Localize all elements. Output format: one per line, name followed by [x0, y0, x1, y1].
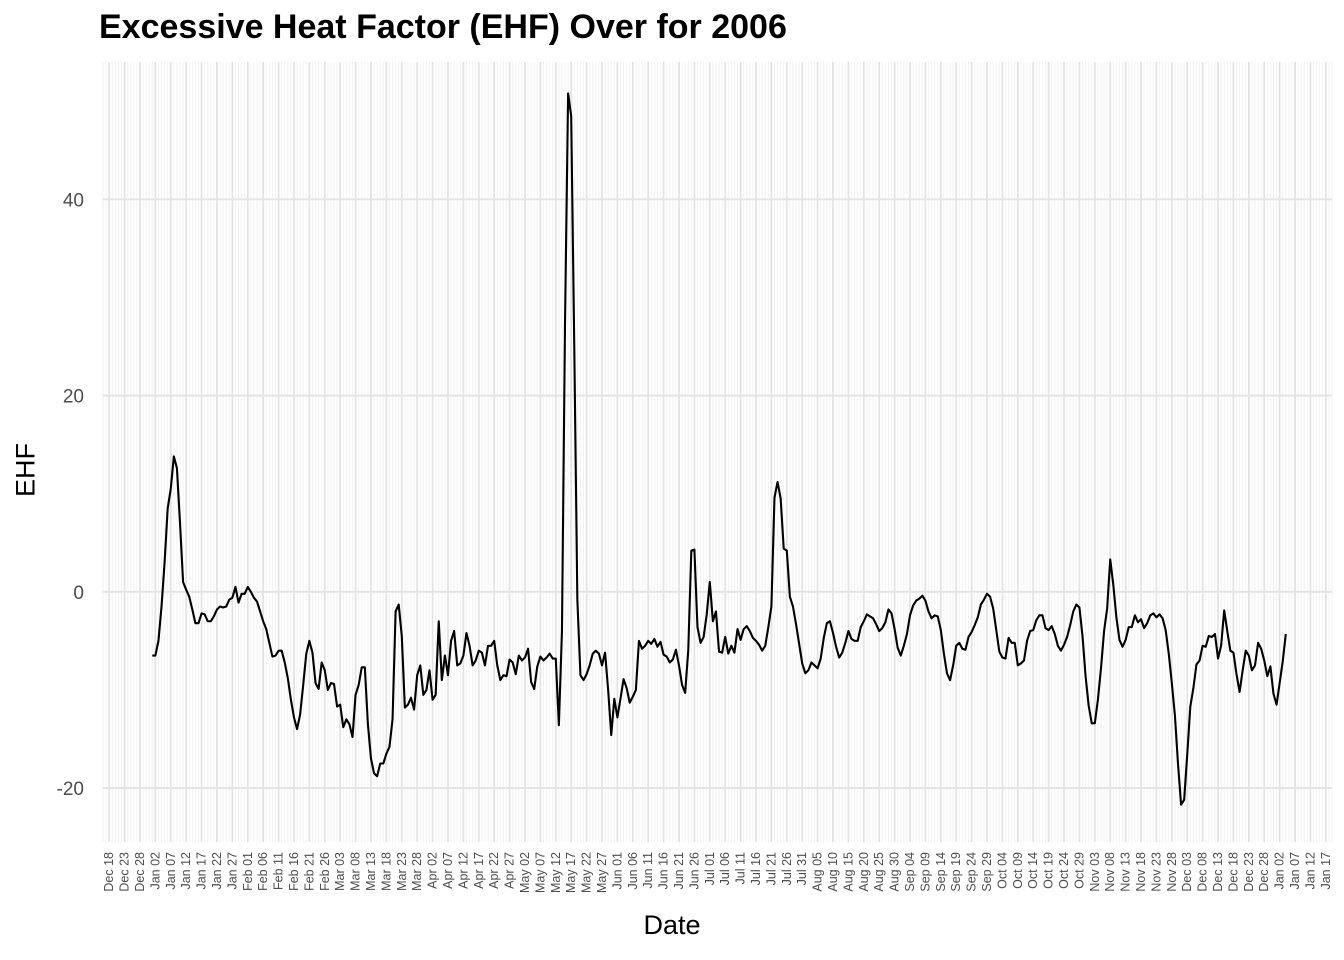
x-tick-label: Jul 16 — [749, 852, 763, 885]
x-tick-label: May 17 — [564, 852, 578, 893]
x-tick-label: Jul 31 — [795, 852, 809, 885]
x-tick-label: Dec 13 — [1211, 852, 1225, 892]
x-tick-label: Feb 21 — [302, 852, 316, 891]
x-tick-label: Jan 22 — [210, 852, 224, 890]
x-tick-label: Sep 19 — [949, 852, 963, 892]
x-tick-label: Nov 03 — [1088, 852, 1102, 892]
x-tick-label: Nov 23 — [1149, 852, 1163, 892]
x-tick-label: Jun 26 — [687, 852, 701, 890]
x-tick-label: Mar 08 — [349, 852, 363, 891]
x-tick-label: Dec 18 — [102, 852, 116, 892]
x-tick-label: Dec 23 — [118, 852, 132, 892]
x-tick-label: May 12 — [549, 852, 563, 893]
x-tick-label: May 27 — [595, 852, 609, 893]
ehf-series-line — [152, 92, 1287, 806]
x-tick-label: Jul 01 — [703, 852, 717, 885]
x-tick-label: Dec 28 — [1257, 852, 1271, 892]
x-tick-label: Mar 03 — [333, 852, 347, 891]
x-tick-label: Aug 25 — [872, 852, 886, 892]
x-tick-label: Oct 24 — [1057, 852, 1071, 889]
x-tick-label: Jul 06 — [718, 852, 732, 885]
x-tick-label: Oct 04 — [995, 852, 1009, 889]
x-tick-label: Aug 15 — [841, 852, 855, 892]
x-tick-label: Mar 28 — [410, 852, 424, 891]
x-tick-label: Feb 11 — [272, 852, 286, 890]
x-tick-label: Jun 16 — [657, 852, 671, 890]
x-tick-label: Jan 17 — [195, 852, 209, 890]
x-tick-label: Oct 29 — [1072, 852, 1086, 889]
x-tick-label: Apr 17 — [472, 852, 486, 889]
x-tick-label: May 22 — [580, 852, 594, 893]
x-tick-label: Dec 28 — [133, 852, 147, 892]
x-tick-label: Dec 18 — [1226, 852, 1240, 892]
x-tick-label: Apr 02 — [426, 852, 440, 889]
x-tick-label: Dec 08 — [1196, 852, 1210, 892]
x-tick-label: Apr 27 — [503, 852, 517, 889]
x-tick-label: Sep 09 — [918, 852, 932, 892]
x-tick-label: Dec 23 — [1242, 852, 1256, 892]
y-tick-label: -20 — [57, 779, 84, 800]
x-axis-title: Date — [643, 910, 701, 940]
x-tick-label: Jul 11 — [734, 852, 748, 884]
x-tick-label: Sep 04 — [903, 852, 917, 892]
x-tick-label: Nov 28 — [1165, 852, 1179, 892]
y-tick-label: 20 — [63, 387, 84, 408]
x-tick-label: Jan 02 — [1273, 852, 1287, 890]
y-tick-label: 0 — [73, 583, 84, 604]
x-tick-label: Feb 01 — [241, 852, 255, 891]
x-tick-label: Jan 12 — [179, 852, 193, 890]
x-tick-label: Jul 21 — [764, 852, 778, 885]
x-tick-label: Jun 11 — [641, 852, 655, 889]
x-tick-label: Oct 09 — [1011, 852, 1025, 889]
x-tick-label: Feb 26 — [318, 852, 332, 891]
x-tick-label: Aug 20 — [857, 852, 871, 892]
x-tick-label: Aug 30 — [888, 852, 902, 892]
x-tick-label: Feb 06 — [256, 852, 270, 891]
x-tick-label: May 02 — [518, 852, 532, 893]
y-tick-label: 40 — [63, 190, 84, 211]
x-tick-label: Nov 08 — [1103, 852, 1117, 892]
x-tick-label: Aug 05 — [811, 852, 825, 892]
x-tick-label: Dec 03 — [1180, 852, 1194, 892]
y-axis-title-text: EHF — [10, 443, 41, 497]
x-tick-label: Sep 29 — [980, 852, 994, 892]
x-tick-label: Jul 26 — [780, 852, 794, 885]
x-tick-label: Jan 07 — [1288, 852, 1302, 890]
x-tick-label: Mar 23 — [395, 852, 409, 891]
x-tick-label: Apr 07 — [441, 852, 455, 889]
y-axis-title: EHF — [6, 440, 46, 500]
x-tick-label: Aug 10 — [826, 852, 840, 892]
x-tick-label: Jun 01 — [610, 852, 624, 890]
x-tick-label: Sep 14 — [934, 852, 948, 892]
x-tick-label: Jan 17 — [1319, 852, 1333, 890]
x-tick-label: Feb 16 — [287, 852, 301, 891]
x-tick-label: Jun 21 — [672, 852, 686, 890]
x-tick-label: Sep 24 — [965, 852, 979, 892]
x-tick-label: Jan 07 — [164, 852, 178, 890]
x-tick-label: Apr 22 — [487, 852, 501, 889]
x-tick-label: Mar 13 — [364, 852, 378, 891]
x-tick-label: Jun 06 — [626, 852, 640, 890]
x-tick-label: Apr 12 — [456, 852, 470, 889]
x-tick-label: Jan 12 — [1303, 852, 1317, 890]
x-tick-label: May 07 — [533, 852, 547, 893]
x-tick-label: Oct 14 — [1026, 852, 1040, 889]
x-tick-label: Mar 18 — [379, 852, 393, 891]
x-tick-label: Nov 13 — [1119, 852, 1133, 892]
x-tick-label: Jan 02 — [148, 852, 162, 890]
x-tick-label: Jan 27 — [225, 852, 239, 890]
chart-title: Excessive Heat Factor (EHF) Over for 200… — [99, 8, 787, 46]
x-tick-label: Oct 19 — [1042, 852, 1056, 889]
x-tick-label: Nov 18 — [1134, 852, 1148, 892]
